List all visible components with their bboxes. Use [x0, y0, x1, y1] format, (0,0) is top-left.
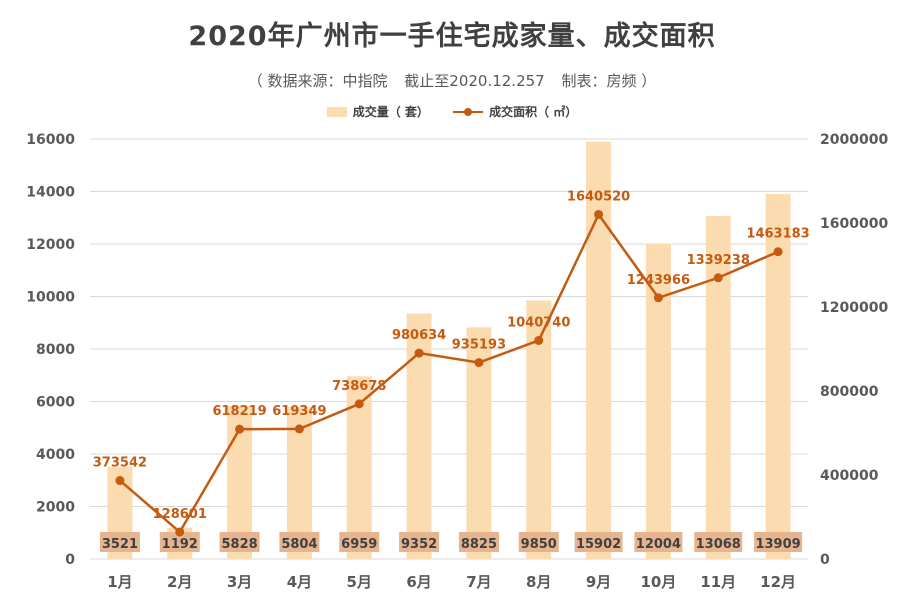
bar-value-label: 15902 [576, 537, 621, 552]
y2-tick-label: 2000000 [820, 132, 888, 148]
legend-bar-swatch [326, 106, 347, 117]
bar-value-box [159, 532, 200, 552]
y-tick-label: 14000 [26, 185, 75, 201]
bar-value-label: 3521 [102, 537, 138, 552]
chart-subtitle: （ 数据来源：中指院 截止至2020.12.257 制表：房频 ） [0, 70, 904, 91]
legend-item-line: 成交面积（ ㎡） [453, 103, 577, 120]
bar-value-box [399, 532, 440, 552]
x-tick-label: 12月 [760, 573, 796, 591]
line-value-label: 1640520 [567, 189, 630, 204]
bar-value-box [219, 532, 260, 552]
line-value-label: 619349 [272, 404, 326, 419]
legend-line-label: 成交面积（ ㎡） [489, 105, 578, 119]
line-value-label: 980634 [392, 328, 446, 343]
bar-value-box [99, 532, 140, 552]
bar-value-box [574, 532, 623, 552]
line-point [534, 335, 544, 345]
area-series-line [119, 212, 779, 534]
bar-value-label: 9850 [521, 537, 557, 552]
bar-value-box [754, 532, 803, 552]
y-tick-label: 0 [65, 552, 75, 568]
y-tick-label: 12000 [26, 237, 75, 253]
line-point [115, 476, 125, 486]
bar-value-label: 12004 [636, 537, 681, 552]
y2-tick-label: 1600000 [820, 216, 888, 232]
bar-value-box [339, 532, 380, 552]
x-tick-label: 7月 [466, 573, 491, 591]
y-tick-label: 4000 [36, 447, 75, 463]
bar [645, 243, 671, 559]
line-point [354, 399, 364, 409]
x-tick-label: 4月 [287, 573, 312, 591]
line-point [294, 424, 304, 434]
bar-value-label: 5828 [221, 537, 257, 552]
subtitle-cutoff: 截止至2020.12.257 [404, 72, 545, 90]
x-tick-label: 5月 [347, 573, 372, 591]
line-value-label: 1463183 [746, 227, 809, 242]
y-tick-label: 6000 [36, 395, 75, 411]
legend-bar-label: 成交量（ 套） [352, 105, 429, 119]
chart-legend: 成交量（ 套） 成交面积（ ㎡） [0, 103, 904, 120]
line-value-label: 1040740 [507, 315, 570, 330]
bar-value-label: 13068 [696, 537, 741, 552]
y-tick-label: 8000 [36, 342, 75, 358]
bar-value-label: 13909 [755, 537, 800, 552]
bar-value-box [458, 532, 499, 552]
bar-value-label: 9352 [401, 537, 437, 552]
line-point [474, 358, 484, 368]
x-tick-label: 3月 [227, 573, 252, 591]
x-tick-label: 10月 [640, 573, 676, 591]
bar-value-label: 8825 [461, 537, 497, 552]
y2-tick-label: 400000 [820, 468, 879, 484]
line-point [175, 527, 185, 537]
bar-value-box [279, 532, 320, 552]
x-tick-label: 1月 [107, 573, 132, 591]
line-point [653, 293, 663, 303]
line-value-label: 738678 [332, 379, 386, 394]
y2-tick-label: 1200000 [820, 300, 888, 316]
x-tick-label: 6月 [406, 573, 431, 591]
y2-tick-label: 0 [820, 552, 830, 568]
subtitle-maker: 制表：房频 ） [561, 72, 657, 90]
y2-tick-label: 800000 [820, 384, 879, 400]
bar-value-box [634, 532, 683, 552]
line-point [235, 424, 245, 434]
line-value-label: 618219 [212, 404, 266, 419]
subtitle-source: （ 数据来源：中指院 [247, 72, 388, 90]
y-tick-label: 10000 [26, 290, 75, 306]
y-tick-label: 16000 [26, 132, 75, 148]
y-tick-label: 2000 [36, 500, 75, 516]
chart-title: 2020年广州市一手住宅成家量、成交面积 [188, 21, 716, 52]
line-value-label: 1339238 [687, 253, 750, 268]
bar-value-label: 5804 [281, 537, 317, 552]
line-value-label: 373542 [93, 456, 147, 471]
x-tick-label: 2月 [167, 573, 192, 591]
line-value-label: 1243966 [627, 273, 690, 288]
x-tick-label: 9月 [586, 573, 611, 591]
line-point [713, 273, 723, 283]
line-value-label: 128601 [153, 507, 207, 522]
legend-line-swatch [453, 107, 484, 117]
line-value-label: 935193 [452, 338, 506, 353]
line-point [414, 348, 424, 358]
x-tick-label: 8月 [526, 573, 551, 591]
x-tick-label: 11月 [700, 573, 736, 591]
line-point [773, 247, 783, 257]
bar-value-label: 6959 [341, 537, 377, 552]
line-point [594, 209, 604, 219]
bar-value-box [518, 532, 559, 552]
bar-value-box [694, 532, 743, 552]
legend-item-bars: 成交量（ 套） [326, 103, 429, 120]
bar-value-label: 1192 [162, 537, 198, 552]
